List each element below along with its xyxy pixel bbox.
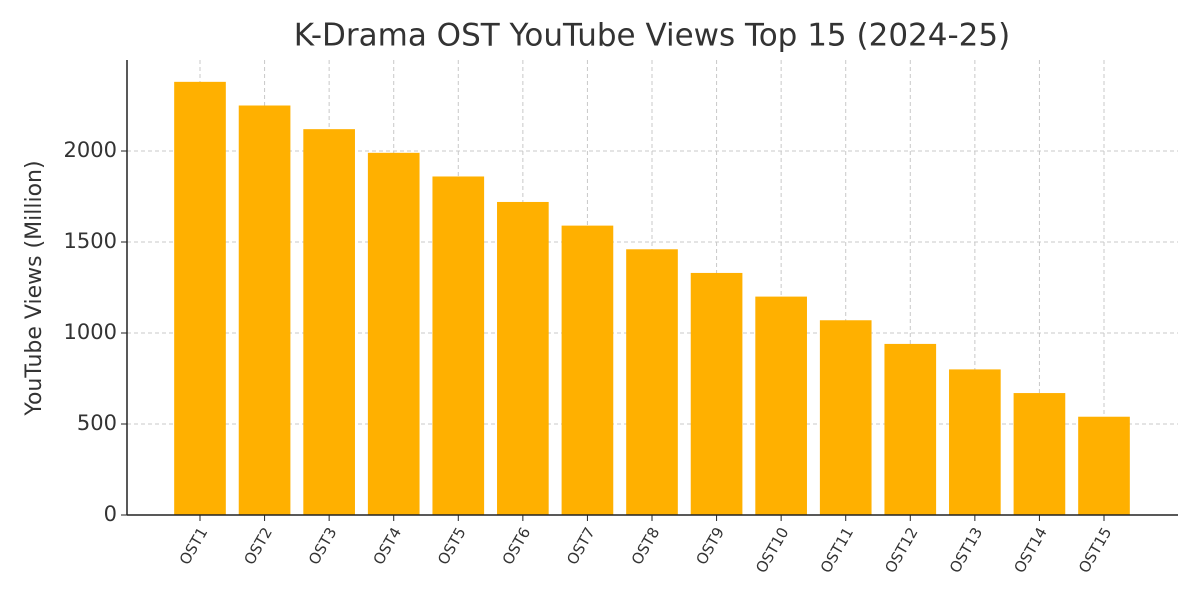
x-tick-label: OST9 [692, 524, 728, 568]
x-tick-label: OST14 [1010, 524, 1050, 576]
bar [367, 152, 420, 515]
bar [238, 105, 291, 515]
y-tick-label: 1500 [64, 229, 117, 253]
bar [1013, 393, 1066, 515]
y-axis-label: YouTube Views (Million) [22, 160, 47, 416]
x-tick-label: OST7 [563, 524, 599, 568]
x-tick-label: OST4 [369, 524, 405, 568]
x-tick-label: OST2 [240, 524, 276, 568]
x-tick-label: OST6 [499, 524, 535, 568]
x-tick-label: OST11 [817, 524, 857, 576]
x-tick-label: OST8 [628, 524, 664, 568]
bar [755, 296, 807, 515]
bar [561, 225, 614, 515]
chart-title: K-Drama OST YouTube Views Top 15 (2024-2… [294, 18, 1010, 54]
x-tick-label: OST15 [1075, 524, 1115, 576]
bar [303, 129, 355, 515]
bar [497, 201, 549, 515]
bar [1078, 416, 1130, 515]
y-tick-label: 500 [77, 411, 117, 435]
x-tick-label: OST3 [305, 524, 341, 568]
x-tick-label: OST13 [946, 524, 986, 576]
x-tick-label: OST12 [881, 524, 921, 576]
bar [949, 369, 1001, 515]
bar [884, 343, 937, 515]
bar [690, 272, 743, 515]
y-tick-label: 0 [104, 502, 117, 526]
x-tick-label: OST10 [752, 524, 792, 576]
y-tick-label: 1000 [64, 320, 117, 344]
x-tick-label: OST5 [434, 524, 470, 568]
bar [174, 81, 226, 515]
y-tick-label: 2000 [64, 138, 117, 162]
bar [819, 320, 872, 515]
bar [432, 176, 485, 516]
x-tick-label: OST1 [176, 524, 212, 568]
bar [626, 249, 678, 515]
